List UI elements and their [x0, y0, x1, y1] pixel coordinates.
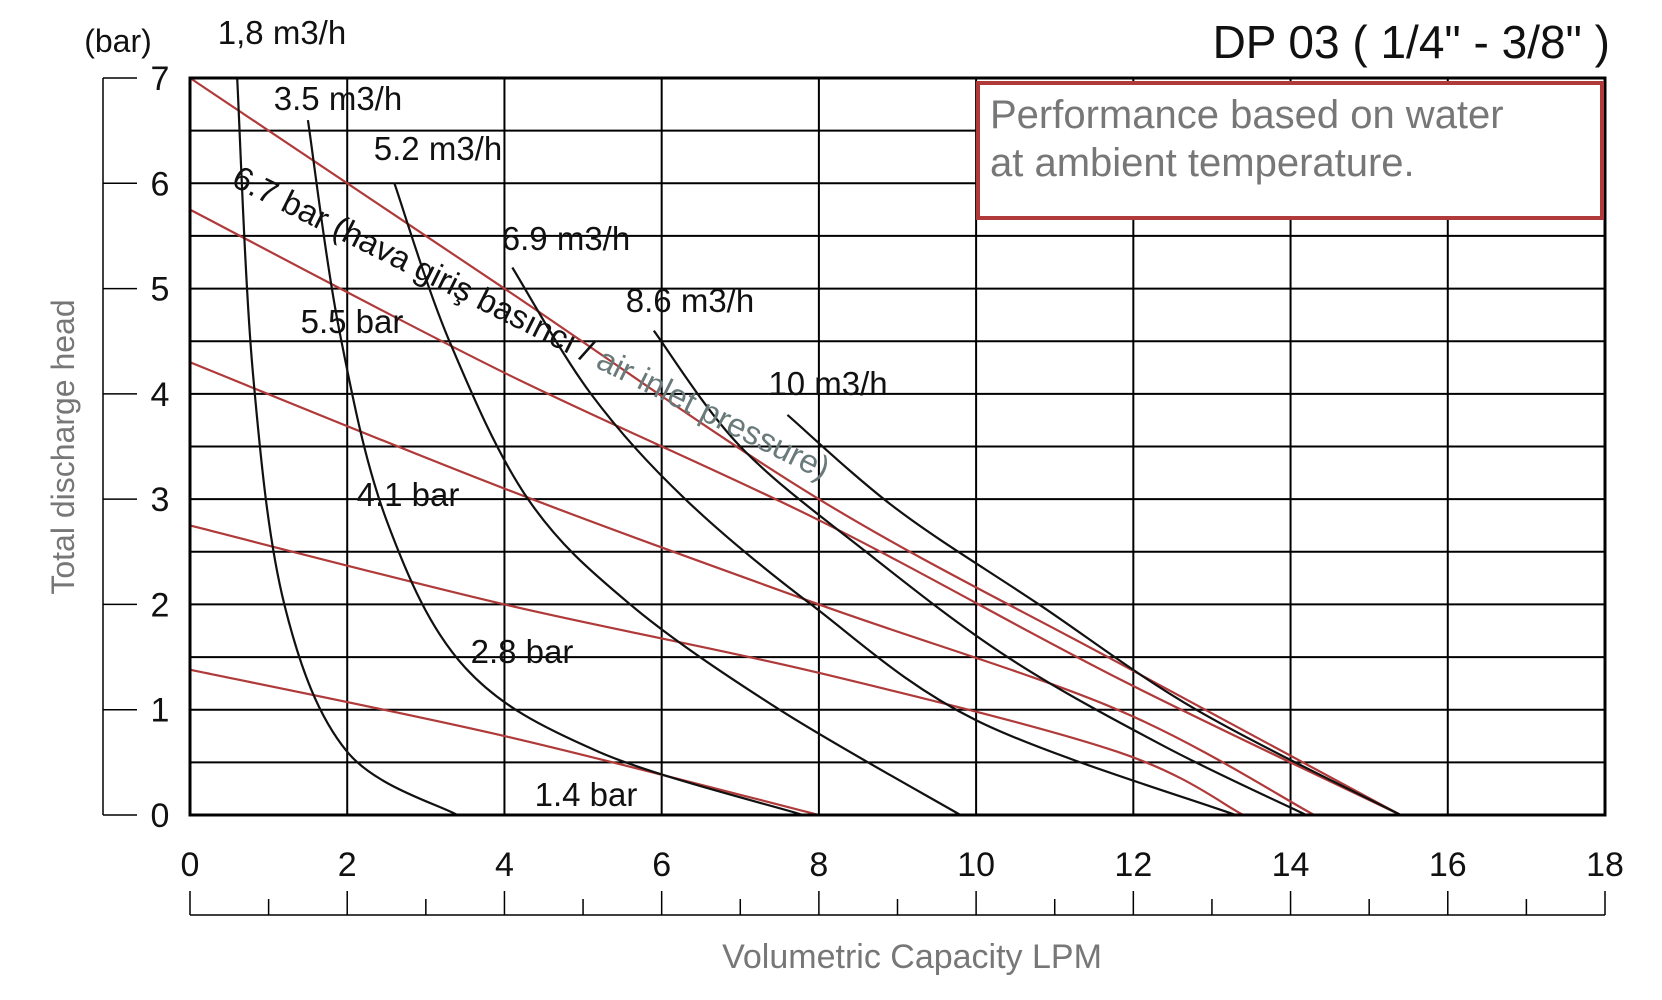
- y-tick-label: 6: [151, 165, 170, 203]
- y-tick-label: 1: [151, 692, 170, 730]
- flow-curve-label: 10 m3/h: [768, 365, 887, 402]
- x-tick-label: 10: [957, 846, 995, 884]
- flow-curve: [652, 330, 1307, 816]
- y-tick-label: 2: [151, 586, 170, 624]
- y-axis-unit: (bar): [84, 23, 152, 59]
- x-tick-label: 14: [1272, 846, 1310, 884]
- flow-curve: [306, 119, 804, 817]
- y-tick-label: 3: [151, 481, 170, 519]
- flow-curve: [393, 182, 961, 816]
- flow-curve-label: 1,8 m3/h: [218, 14, 346, 51]
- y-axis-label: Total discharge head: [45, 299, 81, 594]
- flow-curve-label: 6.9 m3/h: [502, 220, 630, 257]
- x-tick-label: 0: [181, 846, 200, 884]
- flow-curve: [511, 266, 1236, 817]
- x-tick-label: 18: [1586, 846, 1624, 884]
- pressure-curves: [189, 77, 1402, 817]
- pressure-curve-label: 5.5 bar: [301, 303, 404, 340]
- x-tick-label: 16: [1429, 846, 1467, 884]
- y-tick-label: 4: [151, 376, 170, 414]
- x-tick-label: 8: [809, 846, 828, 884]
- pressure-curve-label: 2.8 bar: [471, 633, 574, 670]
- pressure-curve: [189, 668, 820, 817]
- flow-curve: [236, 77, 458, 816]
- pressure-curve: [189, 361, 1315, 816]
- y-tick-label: 0: [151, 797, 170, 835]
- pressure-curve-label: 4.1 bar: [357, 476, 460, 513]
- note-box: Performance based on water at ambient tem…: [976, 81, 1604, 220]
- pressure-curve: [189, 208, 1402, 816]
- note-text: Performance based on water at ambient tem…: [990, 93, 1504, 185]
- x-tick-label: 6: [652, 846, 671, 884]
- y-tick-label: 7: [151, 60, 170, 98]
- flow-curve-label: 8.6 m3/h: [626, 282, 754, 319]
- pressure-curve-label: 1.4 bar: [535, 776, 638, 813]
- flow-curves: [236, 77, 1402, 817]
- x-tick-label: 2: [338, 846, 357, 884]
- flow-curve: [786, 414, 1402, 816]
- flow-curve-label: 3.5 m3/h: [274, 80, 402, 117]
- pressure-curve: [189, 524, 1244, 816]
- x-axis-label: Volumetric Capacity LPM: [722, 938, 1102, 976]
- y-tick-label: 5: [151, 271, 170, 309]
- flow-curve-label: 5.2 m3/h: [374, 130, 502, 167]
- chart-title: DP 03 ( 1/4" - 3/8" ): [1213, 16, 1610, 68]
- plot-frame: [188, 76, 1607, 817]
- x-tick-label: 4: [495, 846, 514, 884]
- pressure-curve: [189, 77, 1402, 816]
- x-tick-label: 12: [1114, 846, 1152, 884]
